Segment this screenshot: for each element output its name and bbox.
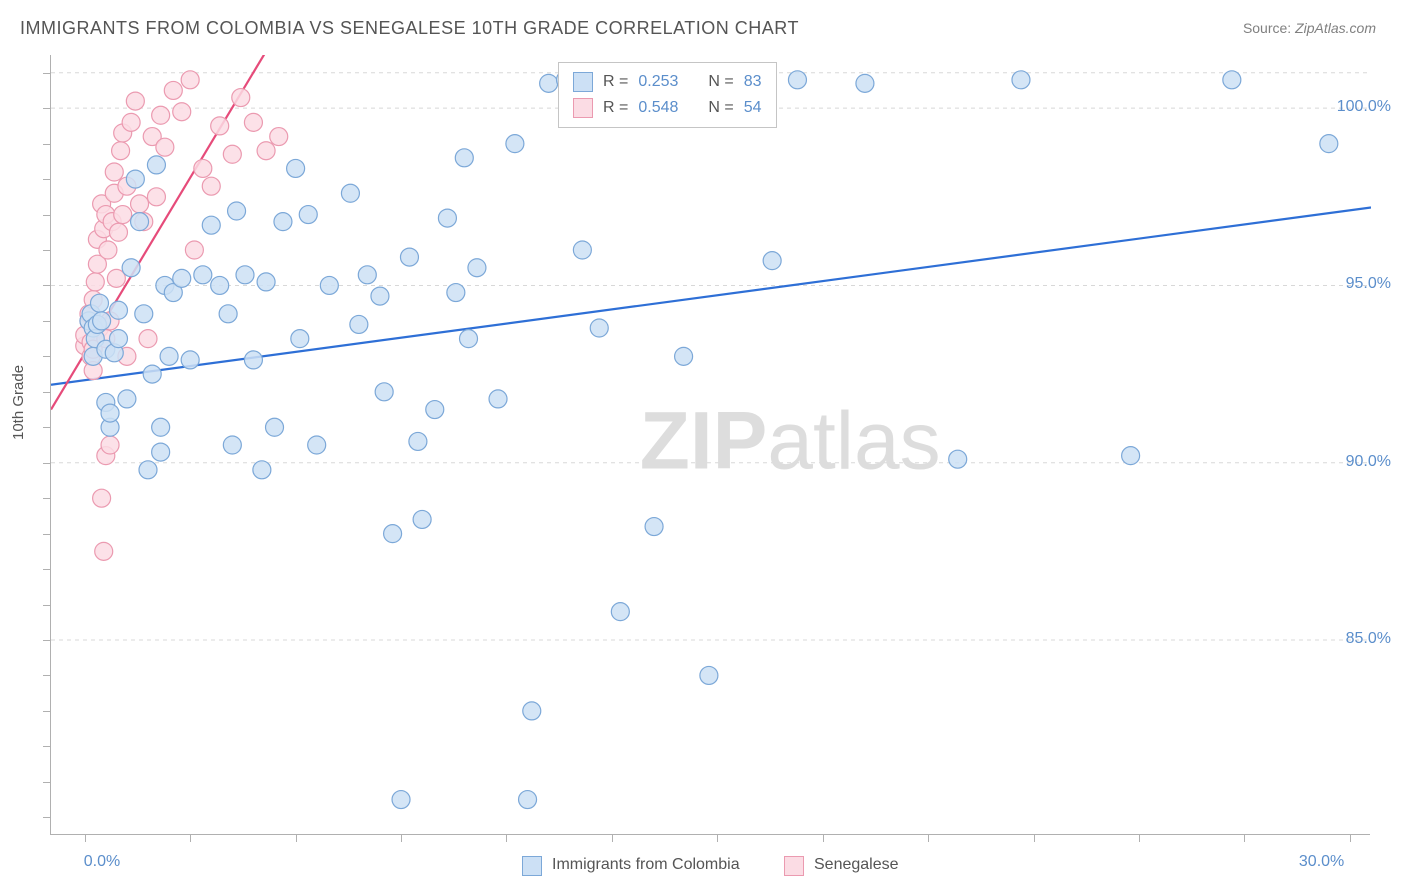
y-tick-label: 95.0% <box>1346 275 1391 293</box>
legend-r-value: 0.253 <box>638 69 678 95</box>
chart-svg: ZIPatlas <box>51 55 1371 835</box>
legend-r-label: R = <box>603 69 628 95</box>
legend-n-value: 83 <box>744 69 762 95</box>
x-tick-label: 0.0% <box>84 853 120 871</box>
legend-row: R = 0.548 N = 54 <box>573 95 762 121</box>
source-value: ZipAtlas.com <box>1295 20 1376 36</box>
legend-series-label: Immigrants from Colombia <box>552 856 740 874</box>
legend-box-top: R = 0.253 N = 83 R = 0.548 N = 54 <box>558 62 777 128</box>
y-tick-label: 85.0% <box>1346 630 1391 648</box>
legend-n-value: 54 <box>744 95 762 121</box>
legend-swatch <box>573 98 593 118</box>
legend-r-label: R = <box>603 95 628 121</box>
legend-r-value: 0.548 <box>638 95 678 121</box>
y-tick-label: 90.0% <box>1346 453 1391 471</box>
legend-swatch <box>573 72 593 92</box>
legend-n-label: N = <box>708 69 733 95</box>
source-attribution: Source: ZipAtlas.com <box>1243 20 1376 36</box>
legend-n-label: N = <box>708 95 733 121</box>
legend-row: R = 0.253 N = 83 <box>573 69 762 95</box>
source-label: Source: <box>1243 20 1291 36</box>
y-tick-label: 100.0% <box>1337 98 1391 116</box>
chart-title: IMMIGRANTS FROM COLOMBIA VS SENEGALESE 1… <box>20 18 799 39</box>
legend-swatch <box>522 856 542 876</box>
legend-series-label: Senegalese <box>814 856 899 874</box>
legend-swatch <box>784 856 804 876</box>
x-tick-label: 30.0% <box>1299 853 1344 871</box>
plot-area: ZIPatlas <box>50 55 1370 835</box>
svg-text:ZIPatlas: ZIPatlas <box>640 395 941 486</box>
y-axis-label: 10th Grade <box>10 365 27 440</box>
